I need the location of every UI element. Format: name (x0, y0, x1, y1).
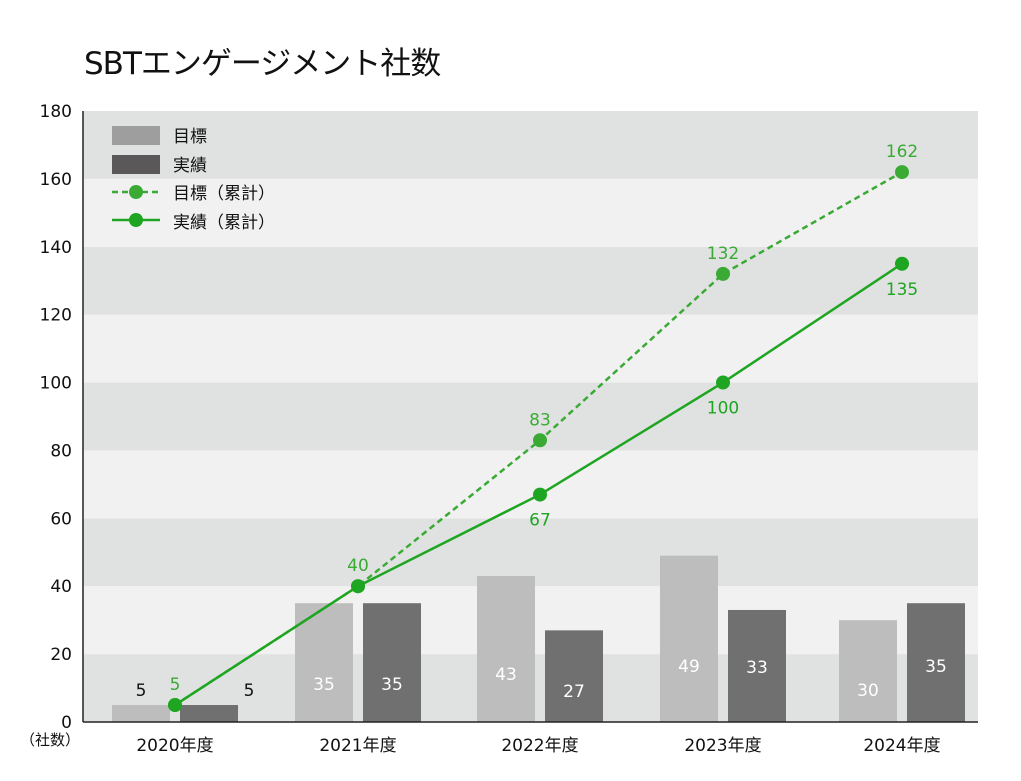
actual-bar-label: 35 (381, 675, 403, 695)
grid-band (83, 111, 978, 179)
actual-bar (363, 603, 421, 722)
actual-cumulative-label: 135 (886, 280, 918, 300)
actual-bar-label: 35 (925, 657, 947, 677)
x-tick-label: 2024年度 (863, 736, 940, 756)
grid-band (83, 382, 978, 451)
grid-band (83, 450, 978, 519)
target-bar-label: 35 (313, 675, 335, 695)
target-cumulative-label: 5 (170, 675, 181, 695)
grid-band (83, 314, 978, 383)
target-bar (660, 555, 718, 722)
actual-bar-label: 27 (563, 682, 585, 702)
legend-label: 実績（累計） (173, 213, 275, 233)
legend-marker-actual-cumulative (129, 213, 143, 227)
y-tick-label: 80 (50, 441, 72, 461)
y-tick-label: 100 (40, 374, 72, 394)
target-bar-label: 5 (136, 681, 147, 701)
y-tick-label: 40 (50, 577, 72, 597)
x-tick-label: 2021年度 (319, 736, 396, 756)
target-cumulative-label: 40 (347, 556, 369, 576)
actual-cumulative-point (168, 698, 182, 713)
target-cumulative-label: 132 (707, 244, 739, 264)
actual-cumulative-label: 100 (707, 399, 739, 419)
y-tick-label: 140 (40, 238, 72, 258)
actual-bar-label: 5 (244, 681, 255, 701)
x-tick-label: 2020年度 (136, 736, 213, 756)
legend-marker-target-cumulative (129, 185, 143, 199)
x-tick-label: 2022年度 (501, 736, 578, 756)
actual-cumulative-point (895, 256, 909, 271)
actual-cumulative-label: 67 (529, 511, 551, 531)
legend-label: 目標 (173, 127, 207, 147)
y-tick-label: 60 (50, 509, 72, 529)
target-bar-label: 30 (857, 681, 879, 701)
target-cumulative-point (533, 433, 547, 448)
y-tick-label: 120 (40, 306, 72, 326)
grid-band (83, 246, 978, 315)
legend-swatch-actual (112, 155, 160, 174)
target-cumulative-label: 162 (886, 142, 918, 162)
actual-bar-label: 33 (746, 658, 768, 678)
grid-band (83, 518, 978, 587)
target-bar-label: 43 (495, 665, 517, 685)
y-tick-label: 180 (40, 102, 72, 122)
actual-cumulative-point (533, 487, 547, 502)
chart-title: SBTエンゲージメント社数 (84, 46, 441, 82)
actual-cumulative-point (351, 579, 365, 594)
target-cumulative-point (716, 266, 730, 281)
actual-bar (545, 630, 603, 722)
legend-swatch-target (112, 126, 160, 145)
target-bar (839, 620, 897, 722)
target-bar (112, 705, 170, 722)
y-axis-label: （社数） (20, 731, 80, 749)
target-cumulative-label: 83 (529, 410, 551, 430)
actual-cumulative-point (716, 375, 730, 390)
legend-label: 目標（累計） (173, 184, 275, 204)
target-bar-label: 49 (678, 657, 700, 677)
actual-bar (907, 603, 965, 722)
actual-bar (180, 705, 238, 722)
x-tick-label: 2023年度 (684, 736, 761, 756)
actual-bar (728, 609, 786, 722)
y-tick-label: 0 (61, 713, 72, 733)
legend-label: 実績 (173, 156, 207, 176)
y-tick-label: 160 (40, 170, 72, 190)
target-cumulative-point (895, 165, 909, 180)
y-tick-label: 20 (50, 645, 72, 665)
target-bar (295, 603, 353, 722)
target-bar (477, 576, 535, 722)
